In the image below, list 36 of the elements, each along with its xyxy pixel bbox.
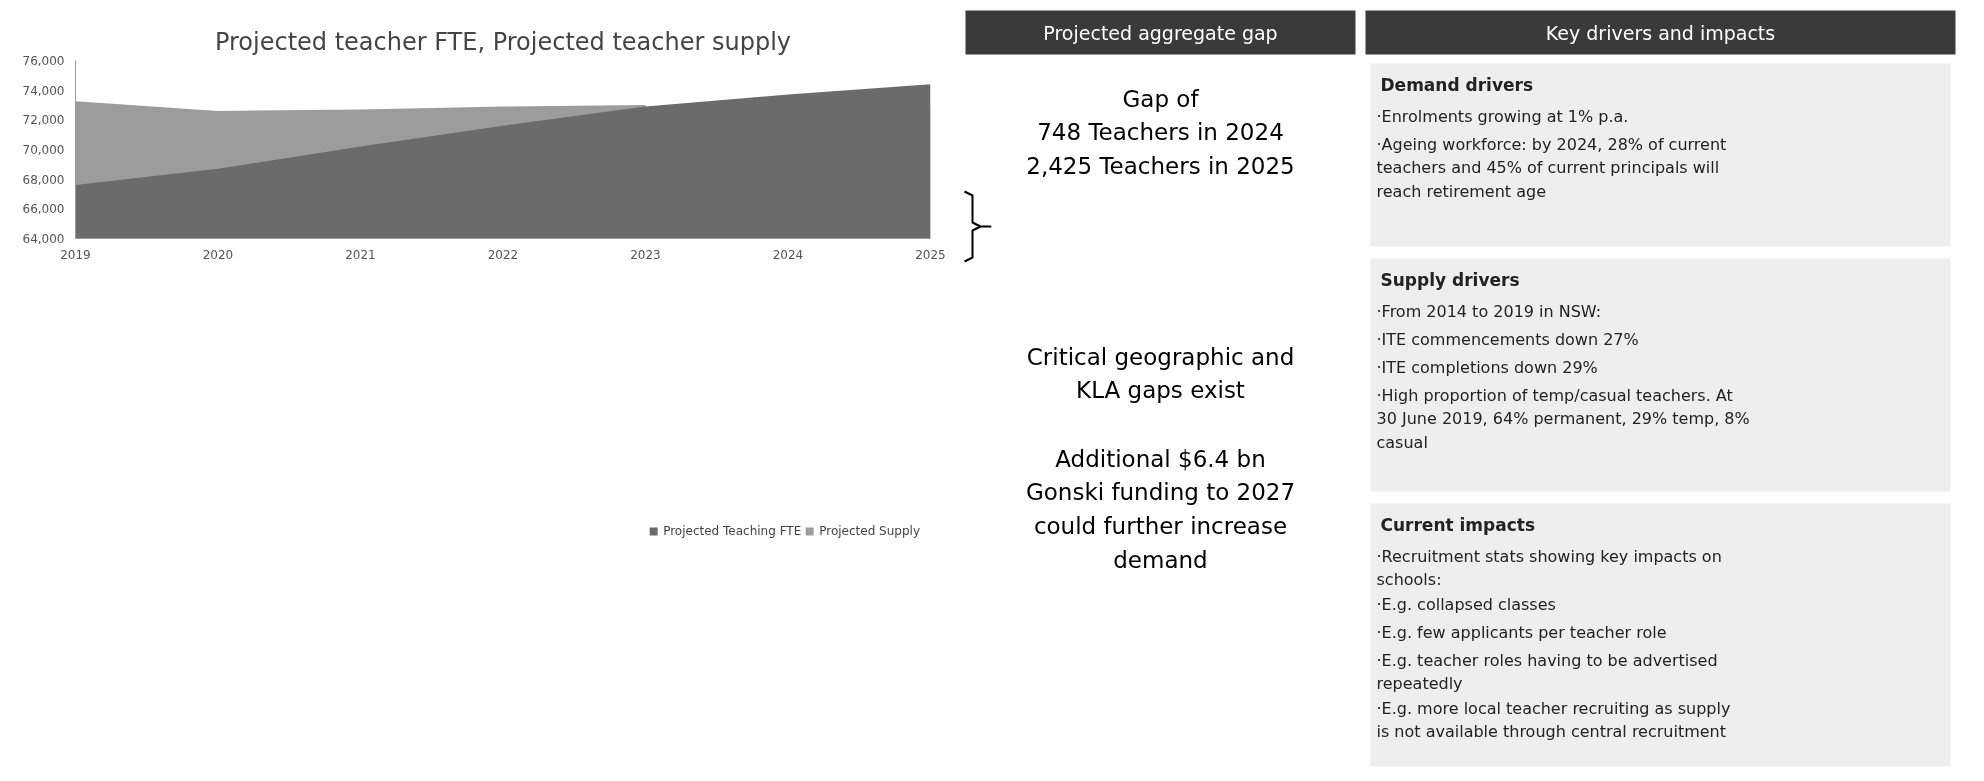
text: ·E.g. teacher roles having to be advertised repeatedly	[1376, 650, 1718, 694]
legend-label: Projected Teaching FTE	[663, 524, 802, 538]
text: ·From 2014 to 2019 in NSW:	[1376, 301, 1602, 321]
x-tick-label: 2024	[772, 247, 804, 262]
text: Supply drivers	[1380, 269, 1520, 290]
y-tick-label: 70,000	[22, 143, 65, 157]
text: Demand drivers	[1380, 74, 1534, 95]
x-tick-label: 2023	[630, 247, 661, 262]
text: ·High proportion of temp/casual teachers. At 30 June 2019, 64% permanent, 29% temp, 8% casual	[1376, 385, 1750, 452]
legend-label: Projected Supply	[819, 524, 920, 538]
text: ·E.g. more local teacher recruiting as supply is not available through central recruitment	[1376, 698, 1731, 742]
text: Critical geographic and KLA gaps exist	[1026, 343, 1295, 404]
text: ·ITE commencements down 27%	[1376, 329, 1639, 349]
x-tick-label: 2020	[202, 247, 234, 262]
text: ·Recruitment stats showing key impacts on schools:	[1376, 546, 1722, 590]
x-tick-label: 2022	[487, 247, 519, 262]
y-tick-label: 76,000	[22, 54, 65, 68]
text: ·Ageing workforce: by 2024, 28% of current teachers and 45% of current principals will reach retirement age	[1376, 134, 1727, 201]
text: Gap of 748 Teachers in 2024 2,425 Teachers in 2025	[1026, 85, 1295, 180]
y-tick-label: 64,000	[22, 232, 65, 246]
y-tick-label: 74,000	[22, 83, 65, 98]
chart-title: Projected teacher FTE, Projected teacher supply	[214, 27, 792, 56]
y-tick-label: 66,000	[22, 202, 65, 217]
x-tick-label: 2019	[60, 247, 91, 262]
text: Additional $6.4 bn Gonski funding to 2027 could further increase demand	[1025, 445, 1296, 573]
y-tick-label: 68,000	[22, 172, 65, 187]
text: Projected aggregate gap	[1043, 21, 1278, 44]
text: ·E.g. collapsed classes	[1376, 594, 1556, 614]
text: Current impacts	[1380, 514, 1536, 535]
x-tick-label: 2025	[915, 247, 946, 262]
text: ·Enrolments growing at 1% p.a.	[1376, 106, 1629, 126]
text: Key drivers and impacts	[1545, 21, 1776, 44]
y-tick-label: 72,000	[22, 113, 65, 128]
x-tick-label: 2021	[345, 247, 376, 262]
text: ·E.g. few applicants per teacher role	[1376, 622, 1667, 642]
text: ·ITE completions down 29%	[1376, 357, 1598, 377]
